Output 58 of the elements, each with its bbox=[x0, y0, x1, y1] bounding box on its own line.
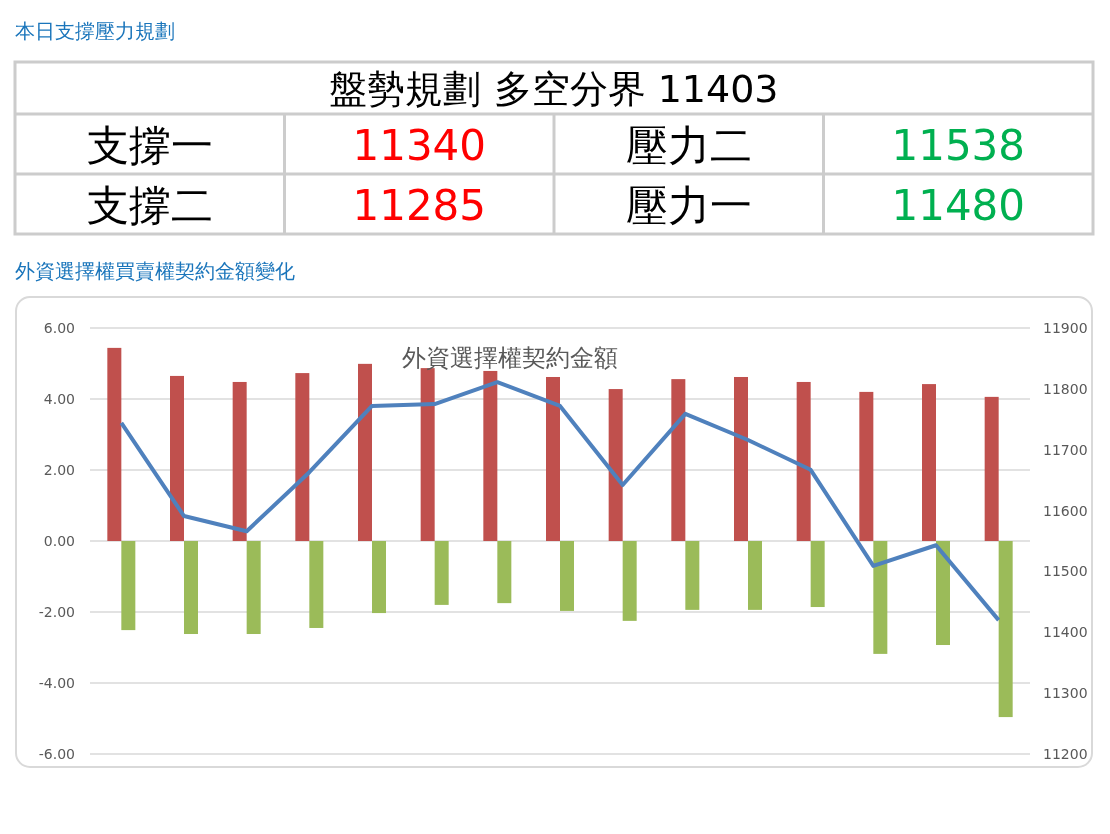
y-tick-label: -2.00 bbox=[38, 604, 75, 620]
bar bbox=[859, 391, 874, 541]
y2-tick-label: 11400 bbox=[1043, 624, 1088, 641]
bar bbox=[434, 541, 449, 605]
bar bbox=[748, 541, 762, 610]
bar bbox=[608, 389, 623, 541]
bar bbox=[984, 396, 999, 541]
text: 支撐二 bbox=[86, 181, 213, 230]
y-tick-label: -4.00 bbox=[38, 675, 75, 691]
y-tick-label: 4.00 bbox=[43, 391, 75, 407]
text: 11480 bbox=[891, 181, 1026, 230]
bar bbox=[170, 375, 184, 541]
bar bbox=[309, 541, 324, 628]
text: 壓力一 bbox=[625, 181, 752, 230]
bar bbox=[246, 541, 261, 635]
text: 11340 bbox=[352, 121, 487, 170]
bar bbox=[483, 370, 498, 541]
y2-tick-label: 11700 bbox=[1043, 441, 1088, 458]
bar bbox=[622, 541, 637, 621]
bar bbox=[232, 381, 247, 541]
bar bbox=[295, 373, 310, 541]
bar bbox=[497, 541, 512, 604]
text: 11538 bbox=[891, 121, 1026, 170]
bar bbox=[922, 384, 936, 541]
text: 外資選擇權契約金額 bbox=[402, 344, 618, 372]
bar bbox=[936, 541, 950, 646]
y-tick-label: -6.00 bbox=[38, 746, 75, 762]
y2-tick-label: 11800 bbox=[1043, 380, 1088, 397]
bar bbox=[121, 541, 136, 631]
line-series bbox=[119, 380, 1001, 623]
y2-tick-label: 11500 bbox=[1043, 563, 1088, 580]
bar bbox=[358, 363, 372, 541]
bar bbox=[107, 347, 122, 541]
y2-tick-label: 11900 bbox=[1043, 320, 1088, 336]
bar bbox=[560, 541, 574, 611]
y2-tick-label: 11600 bbox=[1043, 502, 1088, 519]
y-tick-label: 6.00 bbox=[43, 320, 75, 336]
y-tick-label: 0.00 bbox=[43, 533, 75, 549]
bar bbox=[546, 376, 560, 541]
bar bbox=[184, 541, 198, 635]
bar bbox=[998, 541, 1013, 718]
bar bbox=[671, 379, 686, 541]
text: 本日支撐壓力規劃 bbox=[15, 19, 175, 43]
bar bbox=[796, 381, 811, 541]
y-tick-label: 2.00 bbox=[43, 462, 75, 478]
chart-title: 外資選擇權買賣權契約金額變化 bbox=[15, 259, 295, 283]
text: 盤勢規劃 多空分界 11403 bbox=[329, 67, 779, 111]
bar bbox=[873, 541, 888, 654]
bar bbox=[810, 541, 825, 608]
y2-tick-label: 11300 bbox=[1043, 685, 1088, 702]
bar bbox=[685, 541, 700, 610]
text: 支撐一 bbox=[86, 121, 213, 170]
bar bbox=[420, 368, 435, 541]
bar bbox=[734, 376, 748, 541]
bar bbox=[372, 541, 386, 614]
y2-tick-label: 11200 bbox=[1043, 746, 1088, 762]
text: 11285 bbox=[352, 181, 487, 230]
text: 壓力二 bbox=[625, 121, 752, 170]
